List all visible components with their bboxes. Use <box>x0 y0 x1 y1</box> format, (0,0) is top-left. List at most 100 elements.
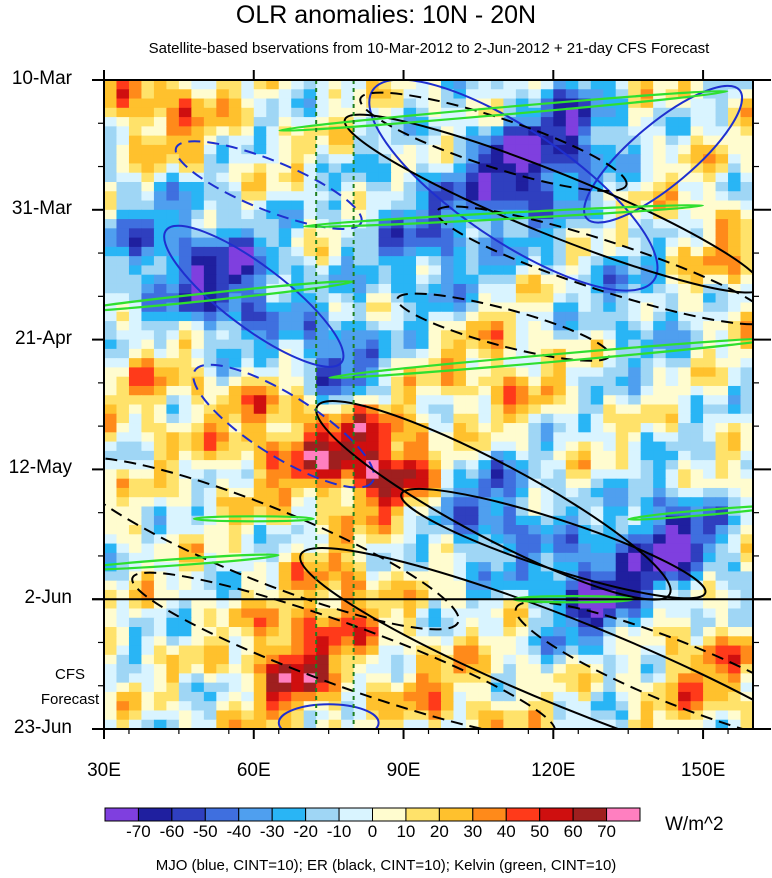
anomaly-cell <box>403 701 417 712</box>
anomaly-cell <box>678 562 692 572</box>
anomaly-cell <box>328 450 342 461</box>
anomaly-cell <box>241 562 255 572</box>
anomaly-cell <box>528 636 542 647</box>
anomaly-cell <box>391 599 405 610</box>
anomaly-cell <box>241 599 255 610</box>
anomaly-cell <box>178 256 192 267</box>
anomaly-cell <box>303 636 317 647</box>
anomaly-cell <box>615 469 629 480</box>
anomaly-cell <box>740 710 753 721</box>
anomaly-cell <box>303 172 317 183</box>
anomaly-cell <box>665 460 679 470</box>
anomaly-cell <box>665 209 679 220</box>
anomaly-cell <box>678 654 692 665</box>
anomaly-cell <box>715 580 729 591</box>
anomaly-cell <box>378 154 392 165</box>
anomaly-cell <box>278 89 292 100</box>
anomaly-cell <box>303 525 317 535</box>
anomaly-cell <box>690 330 704 341</box>
anomaly-cell <box>628 293 642 304</box>
anomaly-cell <box>428 163 442 174</box>
anomaly-cell <box>628 237 642 248</box>
anomaly-cell <box>228 154 242 165</box>
anomaly-cell <box>166 367 180 378</box>
anomaly-cell <box>366 358 380 369</box>
anomaly-cell <box>515 608 529 619</box>
anomaly-cell <box>253 163 267 174</box>
anomaly-cell <box>353 673 367 684</box>
anomaly-cell <box>528 283 542 294</box>
anomaly-cell <box>228 580 242 591</box>
anomaly-cell <box>553 589 567 600</box>
anomaly-cell <box>416 376 430 387</box>
anomaly-cell <box>603 330 617 341</box>
anomaly-cell <box>266 432 280 443</box>
anomaly-cell <box>104 367 118 378</box>
anomaly-cell <box>490 599 504 610</box>
anomaly-cell <box>141 450 155 461</box>
anomaly-cell <box>391 358 405 369</box>
anomaly-cell <box>416 636 430 647</box>
anomaly-cell <box>540 450 554 461</box>
anomaly-cell <box>703 181 717 192</box>
anomaly-cell <box>128 163 143 174</box>
anomaly-cell <box>403 450 417 461</box>
anomaly-cell <box>403 460 417 470</box>
anomaly-cell <box>403 237 417 248</box>
anomaly-cell <box>440 589 455 600</box>
anomaly-cell <box>515 701 529 712</box>
anomaly-cell <box>341 719 355 729</box>
anomaly-cell <box>403 404 417 415</box>
anomaly-cell <box>253 246 267 257</box>
anomaly-cell <box>228 645 242 656</box>
anomaly-cell <box>141 654 155 665</box>
anomaly-cell <box>128 256 143 267</box>
anomaly-cell <box>141 478 155 489</box>
anomaly-cell <box>603 80 617 90</box>
anomaly-cell <box>403 423 417 433</box>
anomaly-cell <box>715 126 729 137</box>
anomaly-cell <box>665 395 679 406</box>
anomaly-cell <box>104 172 118 183</box>
anomaly-cell <box>203 571 217 582</box>
anomaly-cell <box>478 265 492 276</box>
anomaly-cell <box>503 673 517 684</box>
anomaly-cell <box>191 321 205 331</box>
anomaly-cell <box>316 80 330 90</box>
anomaly-cell <box>328 237 342 248</box>
anomaly-cell <box>615 534 629 545</box>
anomaly-cell <box>316 98 330 109</box>
anomaly-cell <box>128 395 143 406</box>
anomaly-cell <box>503 330 517 341</box>
anomaly-cell <box>740 515 753 526</box>
anomaly-cell <box>228 191 242 202</box>
anomaly-cell <box>378 701 392 712</box>
anomaly-cell <box>378 487 392 498</box>
anomaly-cell <box>715 404 729 415</box>
anomaly-cell <box>565 321 579 331</box>
anomaly-cell <box>653 237 667 248</box>
anomaly-cell <box>603 636 617 647</box>
anomaly-cell <box>403 710 417 721</box>
anomaly-cell <box>740 348 753 359</box>
anomaly-cell <box>178 348 192 359</box>
anomaly-cell <box>615 719 629 729</box>
anomaly-cell <box>515 385 529 396</box>
anomaly-cell <box>366 441 380 452</box>
anomaly-cell <box>440 395 455 406</box>
anomaly-cell <box>528 154 542 165</box>
anomaly-cell <box>128 200 143 211</box>
anomaly-cell <box>440 117 455 127</box>
anomaly-cell <box>216 682 230 693</box>
anomaly-cell <box>104 154 118 165</box>
anomaly-cell <box>578 525 592 535</box>
anomaly-cell <box>615 376 629 387</box>
anomaly-cell <box>203 154 217 165</box>
anomaly-cell <box>391 654 405 665</box>
anomaly-cell <box>478 237 492 248</box>
anomaly-cell <box>440 469 455 480</box>
anomaly-cell <box>578 469 592 480</box>
anomaly-cell <box>578 80 592 90</box>
anomaly-cell <box>665 163 679 174</box>
anomaly-cell <box>403 497 417 508</box>
